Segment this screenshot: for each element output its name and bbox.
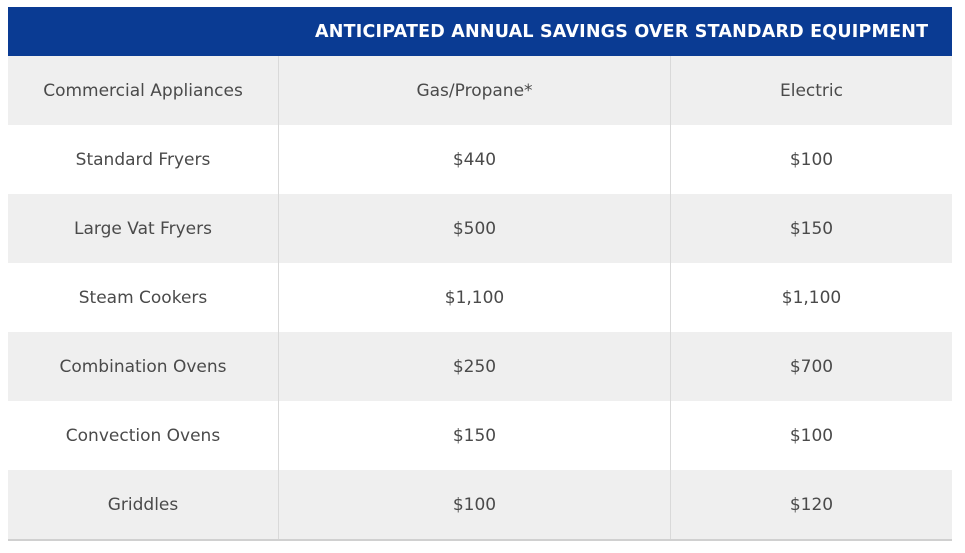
gas-savings-cell: $150	[279, 401, 671, 470]
electric-savings-cell: $120	[789, 494, 834, 515]
table-row: Standard Fryers $440 $100	[8, 125, 952, 194]
table-row: Convection Ovens $150 $100	[8, 401, 952, 470]
table-row: Steam Cookers $1,100 $1,100	[8, 263, 952, 332]
gas-savings-cell: $100	[279, 470, 671, 539]
electric-savings-cell: $1,100	[781, 287, 842, 308]
appliance-cell: Convection Ovens	[8, 401, 279, 470]
gas-savings-cell: $440	[279, 125, 671, 194]
column-header-gas: Gas/Propane*	[279, 56, 671, 125]
column-header-appliances: Commercial Appliances	[8, 56, 279, 125]
gas-savings-cell: $500	[279, 194, 671, 263]
appliance-cell: Steam Cookers	[8, 263, 279, 332]
appliance-cell: Large Vat Fryers	[8, 194, 279, 263]
table-row: Large Vat Fryers $500 $150	[8, 194, 952, 263]
appliance-cell: Griddles	[8, 470, 279, 539]
appliance-cell: Standard Fryers	[8, 125, 279, 194]
table-row: Griddles $100 $120	[8, 470, 952, 539]
electric-savings-cell: $100	[789, 425, 834, 446]
electric-savings-cell: $700	[789, 356, 834, 377]
gas-savings-cell: $250	[279, 332, 671, 401]
table-title-banner: ANTICIPATED ANNUAL SAVINGS OVER STANDARD…	[8, 7, 952, 56]
table-row: Combination Ovens $250 $700	[8, 332, 952, 401]
table-bottom-rule	[8, 539, 952, 541]
electric-savings-cell: $150	[789, 218, 834, 239]
savings-table: ANTICIPATED ANNUAL SAVINGS OVER STANDARD…	[8, 7, 952, 541]
gas-savings-cell: $1,100	[279, 263, 671, 332]
table-title: ANTICIPATED ANNUAL SAVINGS OVER STANDARD…	[315, 21, 929, 42]
header-row: Commercial Appliances Gas/Propane* Elect…	[8, 56, 952, 125]
electric-savings-cell: $100	[789, 149, 834, 170]
column-header-electric: Electric	[780, 80, 843, 101]
appliance-cell: Combination Ovens	[8, 332, 279, 401]
